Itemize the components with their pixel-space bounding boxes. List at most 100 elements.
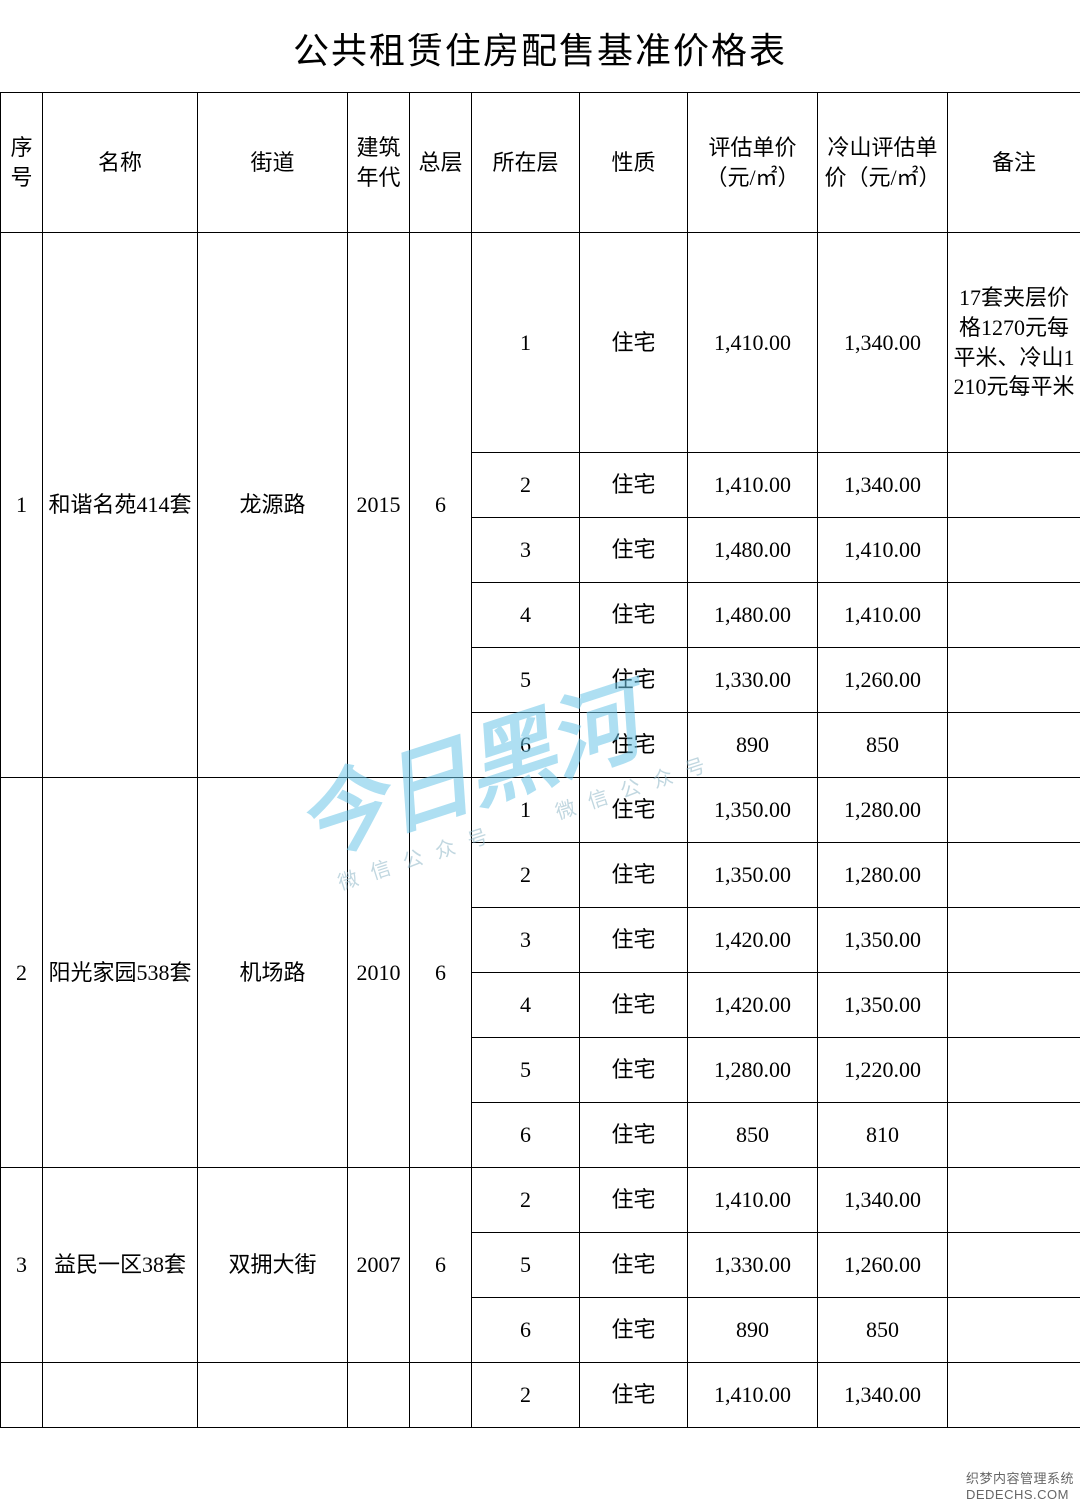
- cell-seq: 2: [1, 778, 43, 1168]
- cell-year: [348, 1363, 410, 1428]
- cell-remark: [948, 713, 1080, 778]
- cell-street: 机场路: [198, 778, 348, 1168]
- cell-seq: 3: [1, 1168, 43, 1363]
- cell-remark: [948, 1168, 1080, 1233]
- cell-floor: 6: [472, 1103, 580, 1168]
- cell-year: 2015: [348, 233, 410, 778]
- cell-price2: 1,340.00: [818, 233, 948, 453]
- cell-price1: 1,420.00: [688, 973, 818, 1038]
- cell-street: 双拥大街: [198, 1168, 348, 1363]
- cell-remark: [948, 1038, 1080, 1103]
- cell-floor: 2: [472, 843, 580, 908]
- footer-credit: 织梦内容管理系统 DEDECHS.COM: [966, 1468, 1074, 1502]
- cell-price1: 1,350.00: [688, 778, 818, 843]
- table-row: 1和谐名苑414套龙源路201561住宅1,410.001,340.0017套夹…: [1, 233, 1080, 453]
- cell-nature: 住宅: [580, 583, 688, 648]
- cell-price1: 890: [688, 1298, 818, 1363]
- cell-remark: [948, 1103, 1080, 1168]
- price-table: 序号 名称 街道 建筑年代 总层 所在层 性质 评估单价（元/㎡） 冷山评估单价…: [0, 92, 1080, 1428]
- cell-remark: [948, 778, 1080, 843]
- col-floor: 所在层: [472, 93, 580, 233]
- table-body: 1和谐名苑414套龙源路201561住宅1,410.001,340.0017套夹…: [1, 233, 1080, 1428]
- cell-total-floors: [410, 1363, 472, 1428]
- cell-price2: 1,260.00: [818, 1233, 948, 1298]
- cell-price2: 1,410.00: [818, 518, 948, 583]
- cell-floor: 1: [472, 233, 580, 453]
- cell-floor: 3: [472, 518, 580, 583]
- cell-seq: 1: [1, 233, 43, 778]
- cell-floor: 5: [472, 648, 580, 713]
- cell-year: 2010: [348, 778, 410, 1168]
- cell-floor: 4: [472, 973, 580, 1038]
- cell-name: [43, 1363, 198, 1428]
- cell-nature: 住宅: [580, 973, 688, 1038]
- cell-remark: [948, 1233, 1080, 1298]
- cell-price2: 1,340.00: [818, 1363, 948, 1428]
- col-name: 名称: [43, 93, 198, 233]
- cell-name: 阳光家园538套: [43, 778, 198, 1168]
- cell-total-floors: 6: [410, 778, 472, 1168]
- cell-price1: 850: [688, 1103, 818, 1168]
- cell-price2: 1,220.00: [818, 1038, 948, 1103]
- cell-nature: 住宅: [580, 648, 688, 713]
- cell-floor: 5: [472, 1038, 580, 1103]
- cell-seq: [1, 1363, 43, 1428]
- cell-price2: 810: [818, 1103, 948, 1168]
- cell-nature: 住宅: [580, 1038, 688, 1103]
- page-title: 公共租赁住房配售基准价格表: [0, 0, 1080, 92]
- cell-price2: 1,410.00: [818, 583, 948, 648]
- cell-floor: 2: [472, 453, 580, 518]
- col-seq: 序号: [1, 93, 43, 233]
- col-street: 街道: [198, 93, 348, 233]
- cell-remark: [948, 648, 1080, 713]
- cell-price1: 1,330.00: [688, 648, 818, 713]
- table-row: 3益民一区38套双拥大街200762住宅1,410.001,340.00: [1, 1168, 1080, 1233]
- cell-price2: 1,280.00: [818, 778, 948, 843]
- cell-remark: 17套夹层价格1270元每平米、冷山1210元每平米: [948, 233, 1080, 453]
- cell-price1: 1,410.00: [688, 233, 818, 453]
- cell-year: 2007: [348, 1168, 410, 1363]
- cell-price1: 1,410.00: [688, 1168, 818, 1233]
- cell-remark: [948, 1363, 1080, 1428]
- table-header-row: 序号 名称 街道 建筑年代 总层 所在层 性质 评估单价（元/㎡） 冷山评估单价…: [1, 93, 1080, 233]
- cell-floor: 6: [472, 1298, 580, 1363]
- cell-floor: 3: [472, 908, 580, 973]
- cell-nature: 住宅: [580, 233, 688, 453]
- cell-remark: [948, 973, 1080, 1038]
- cell-nature: 住宅: [580, 843, 688, 908]
- cell-nature: 住宅: [580, 1168, 688, 1233]
- cell-remark: [948, 518, 1080, 583]
- cell-price2: 850: [818, 713, 948, 778]
- col-year: 建筑年代: [348, 93, 410, 233]
- cell-nature: 住宅: [580, 1233, 688, 1298]
- cell-remark: [948, 843, 1080, 908]
- cell-floor: 1: [472, 778, 580, 843]
- cell-price2: 1,340.00: [818, 453, 948, 518]
- cell-price1: 1,480.00: [688, 518, 818, 583]
- cell-remark: [948, 583, 1080, 648]
- cell-price1: 890: [688, 713, 818, 778]
- cell-price2: 1,350.00: [818, 908, 948, 973]
- cell-floor: 2: [472, 1168, 580, 1233]
- cell-nature: 住宅: [580, 453, 688, 518]
- col-nature: 性质: [580, 93, 688, 233]
- col-remark: 备注: [948, 93, 1080, 233]
- cell-street: [198, 1363, 348, 1428]
- col-price1: 评估单价（元/㎡）: [688, 93, 818, 233]
- cell-price1: 1,480.00: [688, 583, 818, 648]
- cell-remark: [948, 453, 1080, 518]
- cell-price2: 1,280.00: [818, 843, 948, 908]
- cell-nature: 住宅: [580, 1298, 688, 1363]
- table-row: 2住宅1,410.001,340.00: [1, 1363, 1080, 1428]
- cell-remark: [948, 908, 1080, 973]
- cell-street: 龙源路: [198, 233, 348, 778]
- col-total: 总层: [410, 93, 472, 233]
- cell-floor: 6: [472, 713, 580, 778]
- cell-nature: 住宅: [580, 1363, 688, 1428]
- cell-floor: 4: [472, 583, 580, 648]
- cell-nature: 住宅: [580, 1103, 688, 1168]
- table-row: 2阳光家园538套机场路201061住宅1,350.001,280.00: [1, 778, 1080, 843]
- cell-price2: 1,350.00: [818, 973, 948, 1038]
- cell-price1: 1,330.00: [688, 1233, 818, 1298]
- cell-nature: 住宅: [580, 908, 688, 973]
